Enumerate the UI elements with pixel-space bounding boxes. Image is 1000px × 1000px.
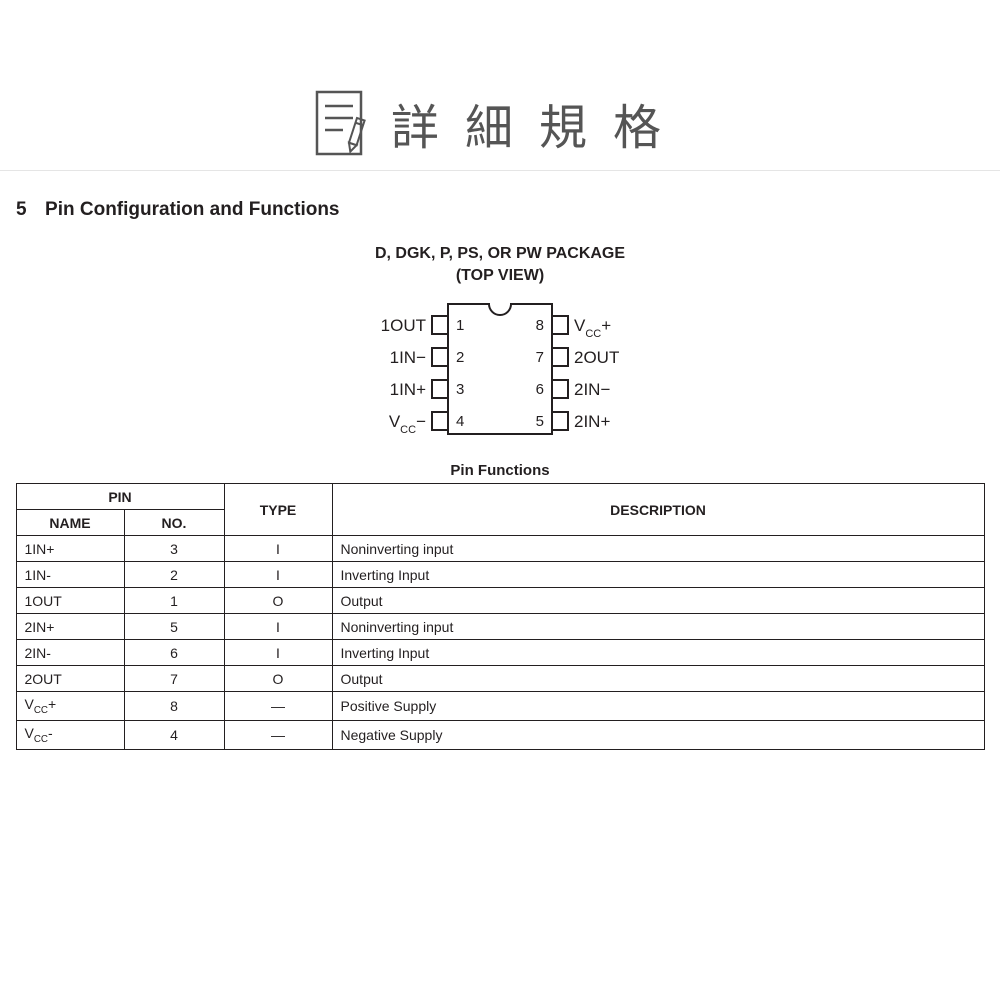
package-diagram-label: D, DGK, P, PS, OR PW PACKAGE (TOP VIEW) xyxy=(0,243,1000,286)
svg-text:2: 2 xyxy=(456,349,464,366)
cell-no: 7 xyxy=(124,666,224,692)
cell-desc: Inverting Input xyxy=(332,562,984,588)
cell-no: 1 xyxy=(124,588,224,614)
cell-name: 2IN+ xyxy=(16,614,124,640)
svg-text:4: 4 xyxy=(456,413,464,430)
chip-pinout-diagram: 1 1OUT 2 1IN− 3 1IN+ 4 VCC− 8 VCC+ 7 2OUT 6 2IN− 5 2IN+ xyxy=(320,294,680,446)
section-heading: 5 Pin Configuration and Functions xyxy=(0,163,1000,221)
cell-type: I xyxy=(224,640,332,666)
document-pencil-icon xyxy=(313,88,375,158)
cell-type: I xyxy=(224,536,332,562)
header-inner: 詳細規格 xyxy=(299,88,701,158)
table-row: 1IN-2IInverting Input xyxy=(16,562,984,588)
svg-text:VCC−: VCC− xyxy=(389,412,426,436)
cell-name: VCC+ xyxy=(16,692,124,721)
cell-desc: Negative Supply xyxy=(332,720,984,749)
pin-functions-caption: Pin Functions xyxy=(0,462,1000,479)
cell-name: VCC- xyxy=(16,720,124,749)
table-row: 2IN+5INoninverting input xyxy=(16,614,984,640)
section-title: Pin Configuration and Functions xyxy=(31,199,339,220)
cell-type: I xyxy=(224,562,332,588)
package-label-line2: (TOP VIEW) xyxy=(0,265,1000,287)
th-type: TYPE xyxy=(224,484,332,536)
cell-type: O xyxy=(224,588,332,614)
svg-text:2OUT: 2OUT xyxy=(574,348,619,367)
page-header: 詳細規格 xyxy=(0,0,1000,163)
cell-no: 5 xyxy=(124,614,224,640)
table-row: 2IN-6IInverting Input xyxy=(16,640,984,666)
th-name: NAME xyxy=(16,510,124,536)
table-row: 1IN+3INoninverting input xyxy=(16,536,984,562)
header-divider xyxy=(0,170,1000,171)
cell-desc: Noninverting input xyxy=(332,614,984,640)
cell-desc: Noninverting input xyxy=(332,536,984,562)
cell-name: 1IN- xyxy=(16,562,124,588)
svg-text:7: 7 xyxy=(536,349,544,366)
cell-no: 3 xyxy=(124,536,224,562)
svg-text:3: 3 xyxy=(456,381,464,398)
svg-text:1: 1 xyxy=(456,317,464,334)
cell-desc: Output xyxy=(332,666,984,692)
th-no: NO. xyxy=(124,510,224,536)
svg-text:VCC+: VCC+ xyxy=(574,316,611,340)
cell-desc: Inverting Input xyxy=(332,640,984,666)
svg-text:8: 8 xyxy=(536,317,544,334)
cell-no: 4 xyxy=(124,720,224,749)
cell-no: 2 xyxy=(124,562,224,588)
cell-name: 2IN- xyxy=(16,640,124,666)
svg-text:1IN−: 1IN− xyxy=(390,348,426,367)
cell-no: 6 xyxy=(124,640,224,666)
th-desc: DESCRIPTION xyxy=(332,484,984,536)
svg-text:1OUT: 1OUT xyxy=(381,316,426,335)
cell-type: O xyxy=(224,666,332,692)
cell-name: 2OUT xyxy=(16,666,124,692)
table-row: 2OUT7OOutput xyxy=(16,666,984,692)
cell-name: 1OUT xyxy=(16,588,124,614)
table-row: 1OUT1OOutput xyxy=(16,588,984,614)
svg-text:2IN+: 2IN+ xyxy=(574,412,610,431)
table-row: VCC-4—Negative Supply xyxy=(16,720,984,749)
cell-no: 8 xyxy=(124,692,224,721)
svg-text:2IN−: 2IN− xyxy=(574,380,610,399)
section-number: 5 xyxy=(16,199,27,220)
cell-type: — xyxy=(224,720,332,749)
svg-text:5: 5 xyxy=(536,413,544,430)
th-pin: PIN xyxy=(16,484,224,510)
svg-text:6: 6 xyxy=(536,381,544,398)
cell-type: — xyxy=(224,692,332,721)
table-header-row-1: PIN TYPE DESCRIPTION xyxy=(16,484,984,510)
header-title: 詳細規格 xyxy=(387,88,687,158)
package-label-line1: D, DGK, P, PS, OR PW PACKAGE xyxy=(0,243,1000,265)
cell-type: I xyxy=(224,614,332,640)
pin-functions-table: PIN TYPE DESCRIPTION NAME NO. 1IN+3INoni… xyxy=(16,483,985,750)
cell-name: 1IN+ xyxy=(16,536,124,562)
cell-desc: Positive Supply xyxy=(332,692,984,721)
svg-text:1IN+: 1IN+ xyxy=(390,380,426,399)
cell-desc: Output xyxy=(332,588,984,614)
table-row: VCC+8—Positive Supply xyxy=(16,692,984,721)
